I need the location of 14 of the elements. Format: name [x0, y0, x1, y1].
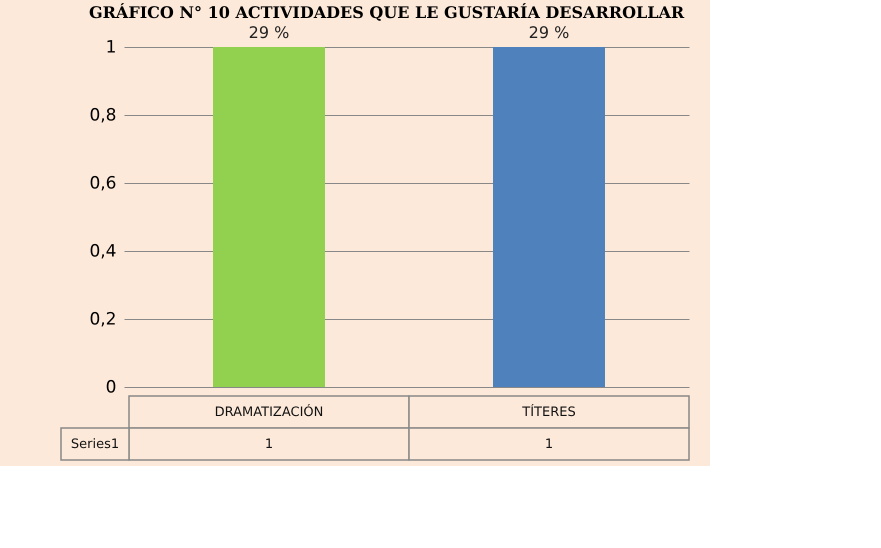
y-tick-label: 0 — [106, 378, 116, 398]
y-tick-label: 0,2 — [89, 310, 116, 330]
y-tick-label: 0,8 — [89, 106, 116, 126]
y-tick-label: 0,6 — [89, 174, 116, 194]
chart-title: GRÁFICO N° 10 ACTIVIDADES QUE LE GUSTARÍA DESARROLLAR — [88, 3, 685, 22]
data-label: 1 — [544, 437, 554, 452]
annotation: 29 % — [248, 23, 290, 42]
y-tick-label: 0,4 — [89, 242, 116, 262]
text: Series1 — [70, 437, 120, 452]
x-tick-label: DRAMATIZACIÓN — [214, 403, 324, 420]
y-tick-label: 1 — [106, 38, 116, 58]
x-tick-label: TÍTERES — [521, 403, 576, 420]
annotation: 29 % — [528, 23, 570, 42]
data-label: 1 — [264, 437, 274, 452]
